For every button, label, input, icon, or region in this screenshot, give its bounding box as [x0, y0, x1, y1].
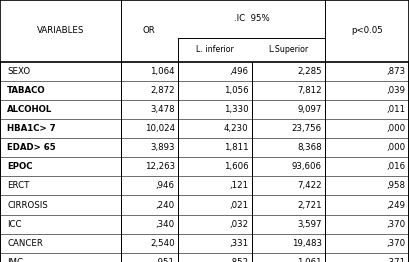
Text: .IC  95%: .IC 95% [234, 14, 270, 24]
Text: CIRROSIS: CIRROSIS [7, 200, 48, 210]
Text: 8,368: 8,368 [297, 143, 322, 152]
Text: 10,024: 10,024 [144, 124, 175, 133]
Text: ,371: ,371 [387, 258, 406, 262]
Text: ICC: ICC [7, 220, 22, 229]
Text: 2,540: 2,540 [150, 239, 175, 248]
Text: ,000: ,000 [387, 124, 406, 133]
Text: OR: OR [143, 26, 156, 35]
Text: SEXO: SEXO [7, 67, 31, 76]
Text: 1,330: 1,330 [224, 105, 248, 114]
Text: ,021: ,021 [229, 200, 248, 210]
Text: 2,872: 2,872 [150, 86, 175, 95]
Text: ,951: ,951 [156, 258, 175, 262]
Text: ,039: ,039 [387, 86, 406, 95]
Text: EDAD> 65: EDAD> 65 [7, 143, 56, 152]
Text: ,121: ,121 [229, 181, 248, 190]
Text: L. inferior: L. inferior [196, 45, 234, 54]
Text: 23,756: 23,756 [292, 124, 322, 133]
Text: 1,056: 1,056 [224, 86, 248, 95]
Text: ,032: ,032 [229, 220, 248, 229]
Text: ,331: ,331 [229, 239, 248, 248]
Text: VARIABLES: VARIABLES [37, 26, 84, 35]
Text: ,011: ,011 [387, 105, 406, 114]
Text: 93,606: 93,606 [292, 162, 322, 171]
Text: ,240: ,240 [155, 200, 175, 210]
Text: ERCT: ERCT [7, 181, 30, 190]
Text: EPOC: EPOC [7, 162, 33, 171]
Text: TABACO: TABACO [7, 86, 46, 95]
Text: ,496: ,496 [229, 67, 248, 76]
Text: 2,721: 2,721 [297, 200, 322, 210]
Text: ,370: ,370 [387, 239, 406, 248]
Text: ,340: ,340 [155, 220, 175, 229]
Text: ,946: ,946 [156, 181, 175, 190]
Text: IMC: IMC [7, 258, 23, 262]
Text: ,370: ,370 [387, 220, 406, 229]
Text: ,000: ,000 [387, 143, 406, 152]
Text: 19,483: 19,483 [292, 239, 322, 248]
Text: 7,812: 7,812 [297, 86, 322, 95]
Text: p<0.05: p<0.05 [351, 26, 383, 35]
Text: 1,606: 1,606 [224, 162, 248, 171]
Text: ALCOHOL: ALCOHOL [7, 105, 53, 114]
Text: 1,064: 1,064 [150, 67, 175, 76]
Text: ,016: ,016 [387, 162, 406, 171]
Text: CANCER: CANCER [7, 239, 43, 248]
Text: 3,597: 3,597 [297, 220, 322, 229]
Text: L.Superior: L.Superior [268, 45, 308, 54]
Text: 1,811: 1,811 [224, 143, 248, 152]
Text: ,852: ,852 [229, 258, 248, 262]
Text: HBA1C> 7: HBA1C> 7 [7, 124, 56, 133]
Text: 2,285: 2,285 [297, 67, 322, 76]
Text: 9,097: 9,097 [297, 105, 322, 114]
Text: 3,478: 3,478 [150, 105, 175, 114]
Text: 1,061: 1,061 [297, 258, 322, 262]
Text: 7,422: 7,422 [297, 181, 322, 190]
Text: ,958: ,958 [387, 181, 406, 190]
Text: 4,230: 4,230 [224, 124, 248, 133]
Text: 12,263: 12,263 [144, 162, 175, 171]
Text: ,873: ,873 [387, 67, 406, 76]
Text: 3,893: 3,893 [150, 143, 175, 152]
Text: ,249: ,249 [387, 200, 406, 210]
